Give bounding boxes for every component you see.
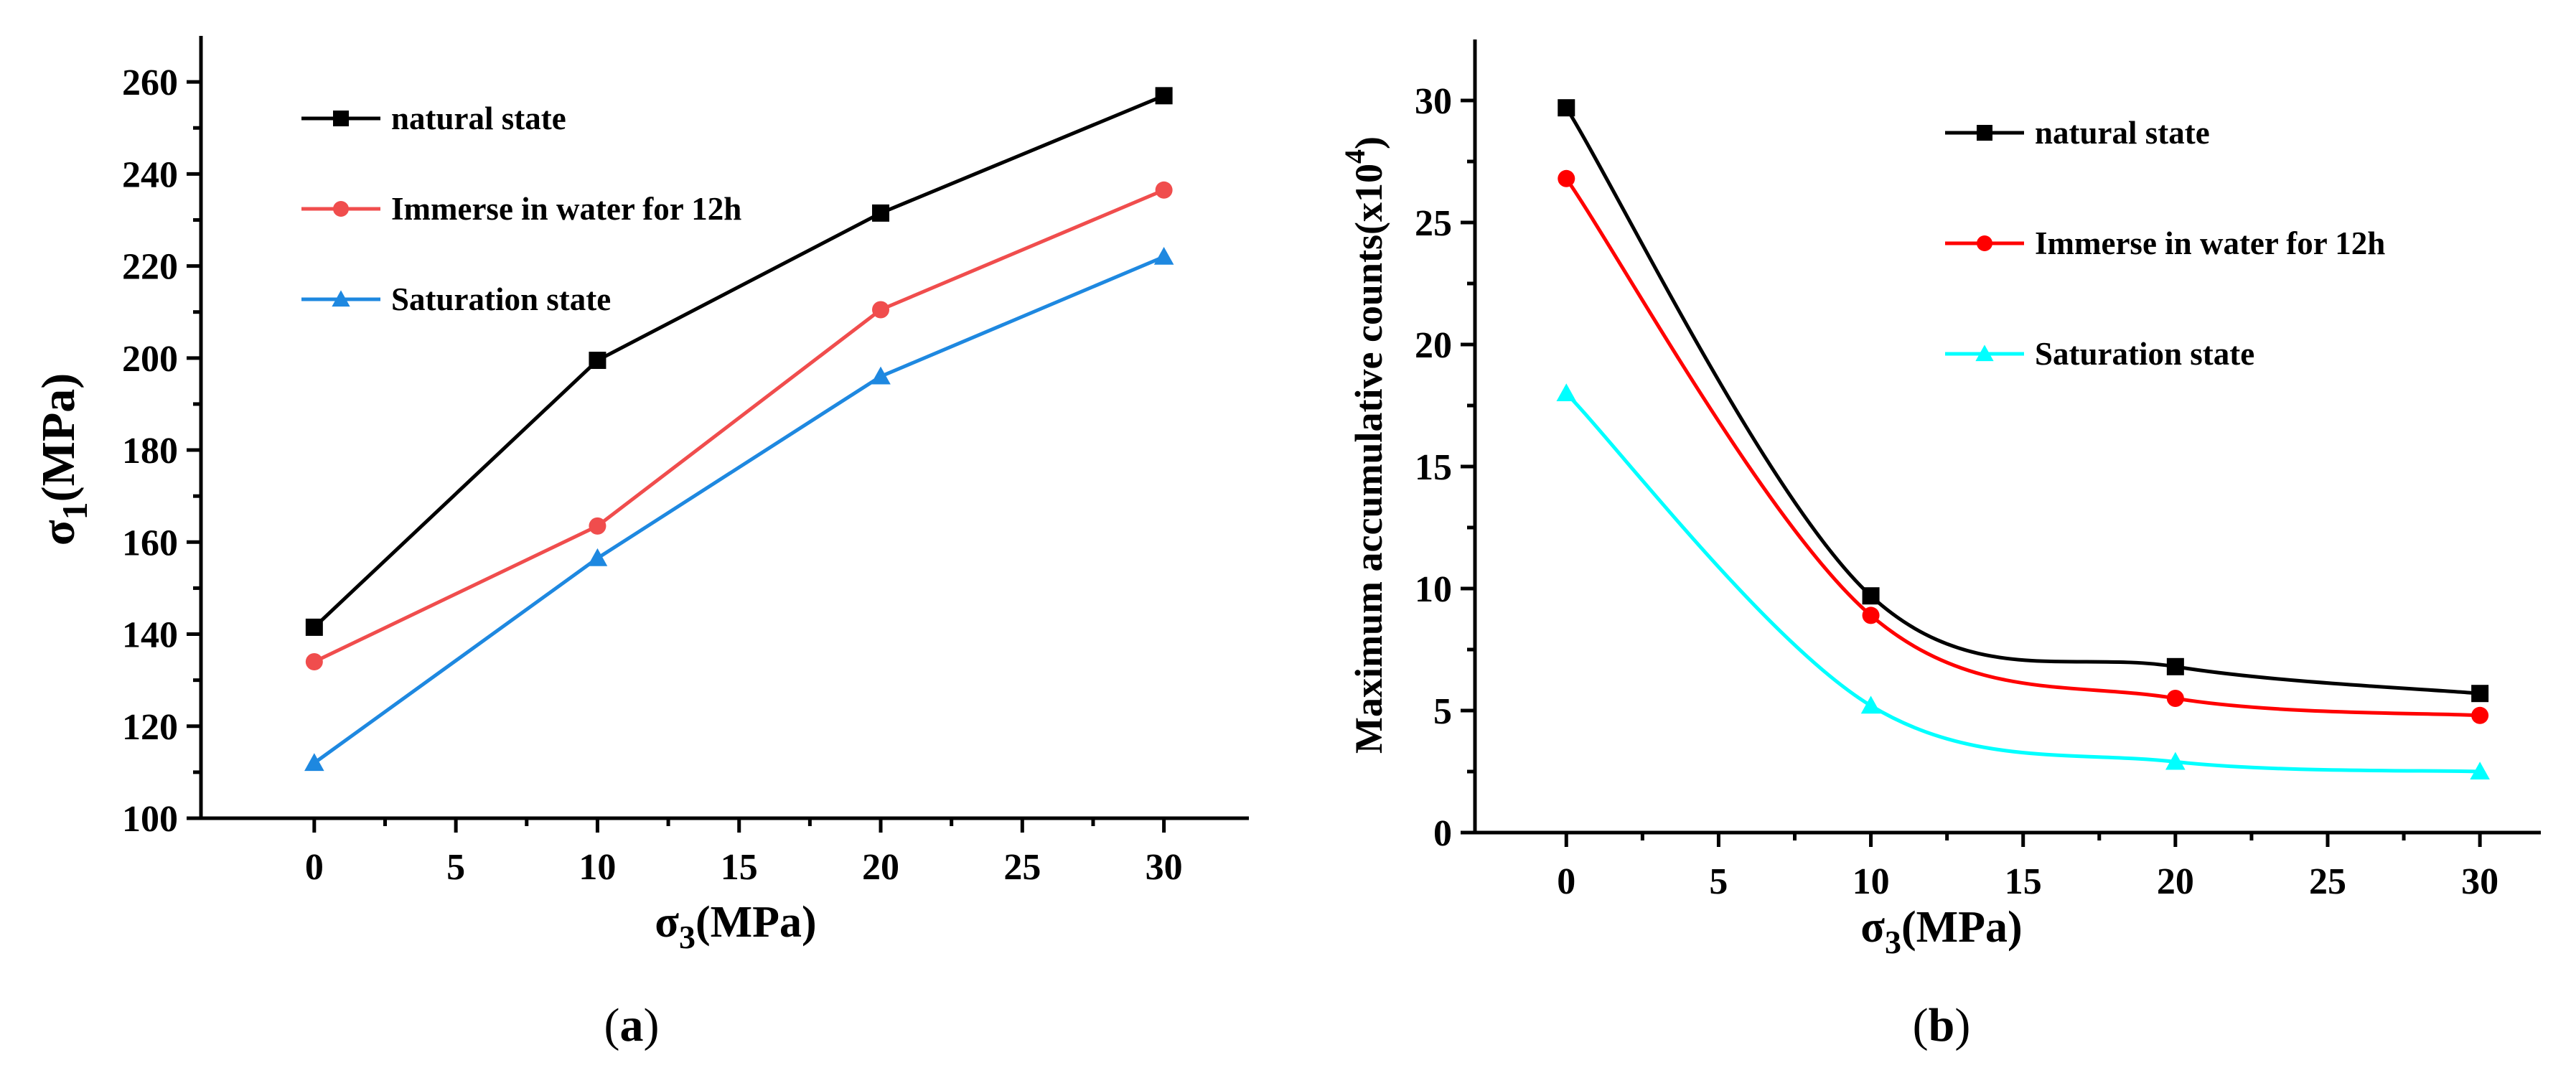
panel-a-x-tick-label: 30 xyxy=(1146,847,1183,888)
panel-a-y-tick-label: 240 xyxy=(122,154,178,195)
panel-b-legend-label: Immerse in water for 12h xyxy=(2035,225,2385,261)
panel-a-data-point xyxy=(589,517,606,535)
panel-a-x-tick-label: 10 xyxy=(579,847,616,888)
panel-a-y-tick-label: 180 xyxy=(122,431,178,472)
panel-a-series-line-2 xyxy=(313,188,1165,664)
panel-b-x-tick-label: 30 xyxy=(2461,861,2498,902)
panel-b-data-point xyxy=(2471,706,2489,724)
panel-b-y-tick-label: 15 xyxy=(1415,447,1452,488)
panel-b-data-point xyxy=(2471,685,2489,703)
panel-a-legend: natural state Immerse in water for 12h Sat… xyxy=(301,100,741,317)
panel-a-caption: (a) xyxy=(604,999,660,1051)
panel-a-markers xyxy=(304,87,1174,772)
panel-a-y-tick-label: 100 xyxy=(122,799,178,840)
panel-a-series-line-1 xyxy=(313,94,1165,629)
panel-a-y-tick-label: 260 xyxy=(122,62,178,103)
panel-a-data-point xyxy=(1153,246,1174,265)
panel-a-legend-label: Immerse in water for 12h xyxy=(391,191,741,227)
panel-a-axes: 0 5 10 15 20 25 30 100 120 140 160 180 200 220 240 260 xyxy=(122,36,1249,888)
panel-b-data-point xyxy=(1862,606,1880,624)
panel-b-data-point xyxy=(1558,169,1575,187)
panel-b-legend-marker xyxy=(1975,345,1994,362)
panel-a-data-point xyxy=(872,301,890,319)
chart-panel-a: 0 5 10 15 20 25 30100120140160180200220240260 … xyxy=(32,36,1249,1051)
panel-b-series-line-1 xyxy=(1565,106,2481,695)
panel-a-legend-label: Saturation state xyxy=(391,281,611,317)
panel-a-data-point xyxy=(1155,181,1173,199)
panel-b-y-tick-label: 0 xyxy=(1433,813,1452,854)
panel-a-x-tick-label: 25 xyxy=(1003,847,1041,888)
panel-b-data-point xyxy=(1860,695,1881,714)
panel-a-data-point xyxy=(589,352,606,370)
panel-a-data-point xyxy=(587,548,608,566)
panel-b-legend: natural state Immerse in water for 12h Sat… xyxy=(1945,115,2385,372)
panel-b-axes: 0 5 10 15 20 25 30 0 5 10 15 20 25 30 xyxy=(1415,39,2541,902)
chart-panel-b: 0 5 10 15 20 25 30 0 5 10 15 20 25 30 natural state Im… xyxy=(1339,39,2541,1051)
panel-b-x-tick-label: 0 xyxy=(1557,861,1575,902)
panel-b-data-point xyxy=(1558,99,1575,117)
panel-b-legend-marker xyxy=(1977,125,1992,141)
panel-b-legend-label: Saturation state xyxy=(2035,336,2254,372)
panel-a-data-point xyxy=(304,753,324,772)
panel-b-data-point xyxy=(1862,587,1880,605)
panel-b-y-axis-title: Maximum accumulative counts(x104) xyxy=(1339,136,1390,754)
panel-a-data-point xyxy=(1155,87,1173,105)
panel-a-series-line-3 xyxy=(313,255,1165,765)
panel-a-y-tick-label: 160 xyxy=(122,523,178,563)
panel-a-x-tick-label: 0 xyxy=(305,847,324,888)
panel-a-y-tick-label: 120 xyxy=(122,707,178,748)
panel-a-legend-marker xyxy=(333,201,349,217)
panel-a-x-axis-title: σ3(MPa) xyxy=(655,898,816,955)
panel-b-x-axis-title: σ3(MPa) xyxy=(1860,903,2022,960)
panel-a-legend-marker xyxy=(332,290,350,307)
panel-b-caption: (b) xyxy=(1913,999,1971,1051)
panel-a-legend-marker xyxy=(333,111,349,126)
panel-a-x-tick-label: 20 xyxy=(862,847,899,888)
panel-a-y-tick-label: 220 xyxy=(122,247,178,288)
panel-b-data-point xyxy=(1556,383,1577,402)
panel-a-y-axis-title: σ1(MPa) xyxy=(32,373,95,545)
panel-a-lines xyxy=(313,94,1165,765)
panel-b-x-tick-label: 20 xyxy=(2157,861,2194,902)
panel-b-data-point xyxy=(2166,690,2184,707)
panel-b-x-tick-label: 15 xyxy=(2005,861,2042,902)
panel-b-x-tick-label: 5 xyxy=(1709,861,1728,902)
panel-a-data-point xyxy=(872,204,890,222)
panel-b-legend-marker xyxy=(1977,235,1992,251)
panel-b-y-tick-label: 10 xyxy=(1415,569,1452,610)
panel-a-y-tick-label: 200 xyxy=(122,339,178,380)
panel-b-series-line-2 xyxy=(1565,177,2481,718)
panel-a-x-tick-label: 5 xyxy=(446,847,465,888)
panel-b-y-tick-label: 5 xyxy=(1433,691,1452,732)
panel-b-lines xyxy=(1565,106,2481,774)
panel-b-data-point xyxy=(2166,657,2184,675)
panel-b-data-point xyxy=(2470,762,2490,780)
panel-b-data-point xyxy=(2165,751,2186,770)
panel-b-markers xyxy=(1556,99,2490,780)
panel-b-y-tick-label: 30 xyxy=(1415,81,1452,122)
panel-b-series-line-3 xyxy=(1565,392,2481,774)
panel-a-x-tick-label: 15 xyxy=(721,847,758,888)
panel-b-x-tick-label: 10 xyxy=(1853,861,1890,902)
panel-a-legend-label: natural state xyxy=(391,100,566,136)
panel-b-y-tick-label: 20 xyxy=(1415,325,1452,366)
panel-a-data-point xyxy=(871,366,891,385)
panel-a-data-point xyxy=(305,653,323,670)
panel-b-y-tick-label: 25 xyxy=(1415,203,1452,244)
panel-b-x-tick-label: 25 xyxy=(2309,861,2346,902)
panel-a-y-tick-label: 140 xyxy=(122,615,178,656)
panel-a-data-point xyxy=(305,618,323,636)
panel-b-legend-label: natural state xyxy=(2035,115,2210,151)
